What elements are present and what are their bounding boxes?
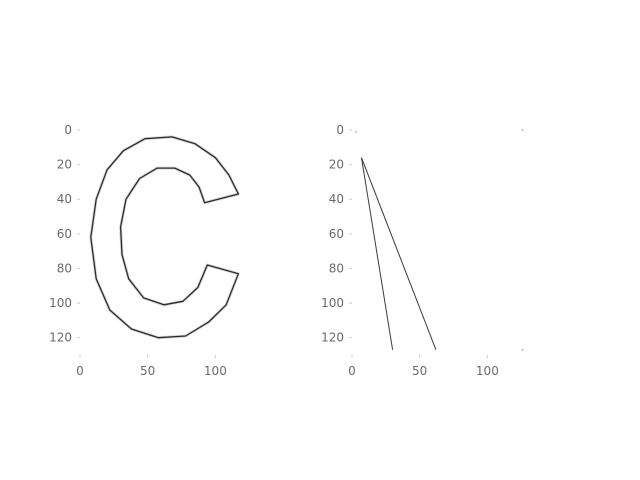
y-tick-label: 40 [57,192,72,206]
x-tick-label: 0 [348,364,356,378]
y-tick-label: 20 [329,158,344,172]
letter-c-outline-halo [89,135,240,340]
x-tick-label: 100 [204,364,227,378]
x-tick-label: 50 [140,364,155,378]
speck [521,349,524,351]
y-tick-label: 0 [336,123,344,137]
speck [521,129,524,131]
edge-line-1 [360,157,394,350]
x-tick-label: 100 [476,364,499,378]
y-tick-label: 100 [49,296,72,310]
y-tick-label: 100 [321,296,344,310]
letter-c-outline [90,136,240,339]
y-tick-label: 60 [329,227,344,241]
y-tick-label: 40 [329,192,344,206]
y-tick-label: 60 [57,227,72,241]
panel-right-edge-lines: 0 20 40 60 80 100 120 0 50 100 [321,123,524,378]
y-tick-label: 120 [321,331,344,345]
edge-line-2 [361,157,437,350]
y-tick-label: 80 [57,261,72,275]
y-tick-label: 80 [329,261,344,275]
speck [355,130,357,133]
panel-left-letter-c: 0 20 40 60 80 100 120 0 50 100 [49,123,240,378]
y-tick-label: 120 [49,331,72,345]
x-tick-label: 0 [76,364,84,378]
y-tick-label: 0 [64,123,72,137]
y-tick-label: 20 [57,158,72,172]
x-tick-label: 50 [412,364,427,378]
